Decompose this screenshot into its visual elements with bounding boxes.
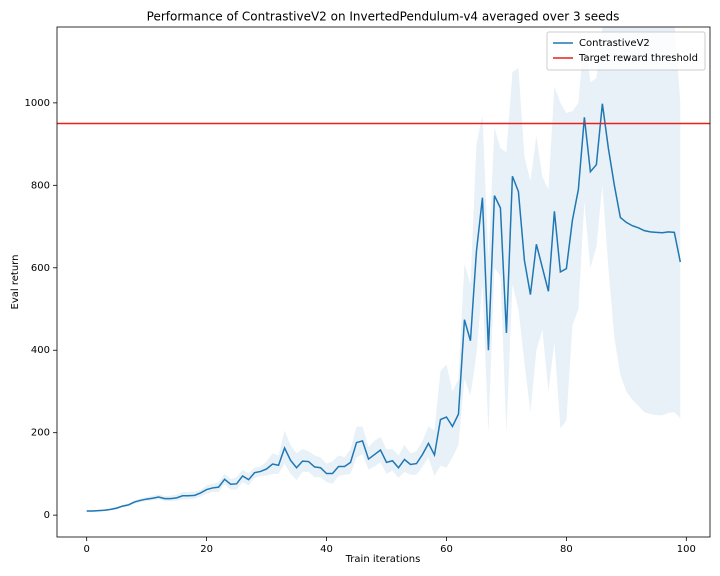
y-tick-label: 200 <box>31 428 50 439</box>
chart-title: Performance of ContrastiveV2 on Inverted… <box>147 10 620 24</box>
y-tick-label: 600 <box>31 263 50 274</box>
x-tick-label: 0 <box>83 544 89 555</box>
y-axis-label: Eval return <box>10 255 21 310</box>
x-tick-label: 20 <box>200 544 213 555</box>
y-tick-label: 1000 <box>25 98 50 109</box>
y-tick-label: 800 <box>31 180 50 191</box>
line <box>86 103 682 512</box>
x-tick-label: 40 <box>320 544 333 555</box>
plot <box>57 27 710 512</box>
y-tick-label: 0 <box>44 510 50 521</box>
legend: ContrastiveV2 Target reward threshold <box>546 31 706 71</box>
legend-label: Target reward threshold <box>578 53 698 64</box>
x-tick-label: 80 <box>560 544 573 555</box>
x-tick-label: 60 <box>440 544 453 555</box>
confidence-band <box>86 27 681 512</box>
legend-label: ContrastiveV2 <box>579 38 650 49</box>
y-tick-label: 400 <box>31 345 50 356</box>
x-axis-label: Train iterations <box>345 554 421 565</box>
x-tick-label: 100 <box>677 544 696 555</box>
legend-box <box>546 31 706 71</box>
plot-frame <box>56 26 711 538</box>
